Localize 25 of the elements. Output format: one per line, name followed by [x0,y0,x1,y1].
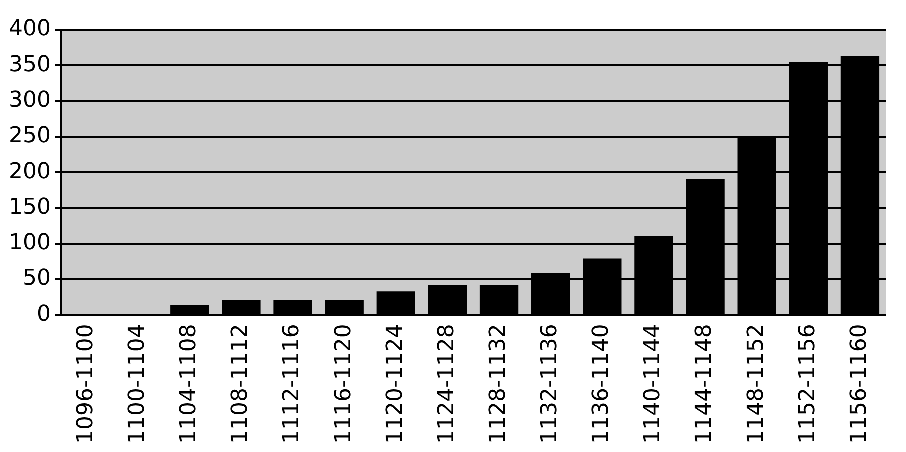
y-tick-label: 400 [8,16,51,42]
y-tick-label: 250 [8,124,51,149]
x-tick-label: 1096-1100 [73,324,98,444]
x-tick-label: 1112-1116 [280,324,305,444]
x-tick-label: 1128-1132 [486,324,511,444]
x-tick-label: 1132-1136 [538,324,563,444]
y-tick-label: 200 [8,159,51,184]
x-tick-label: 1148-1152 [744,324,769,444]
x-tick-label: 1136-1140 [589,324,614,444]
x-tick-label: 1104-1108 [176,324,202,444]
x-tick-label: 1124-1128 [434,324,460,444]
x-tick-label: 1116-1120 [331,324,356,444]
y-tick-label: 300 [8,88,51,113]
x-tick-label: 1144-1148 [692,324,718,444]
x-tick-label: 1156-1160 [846,324,872,444]
y-tick-label: 350 [8,52,51,78]
x-tick-label: 1152-1156 [795,324,820,444]
y-tick-label: 0 [36,302,51,327]
y-tick-label: 150 [8,194,51,220]
x-tick-label: 1108-1112 [228,324,254,444]
y-tick-label: 50 [22,266,51,292]
x-tick-label: 1120-1124 [382,324,408,444]
y-tick-label: 100 [8,230,51,256]
x-tick-label: 1100-1104 [125,324,150,444]
x-tick-label: 1140-1144 [640,324,666,444]
